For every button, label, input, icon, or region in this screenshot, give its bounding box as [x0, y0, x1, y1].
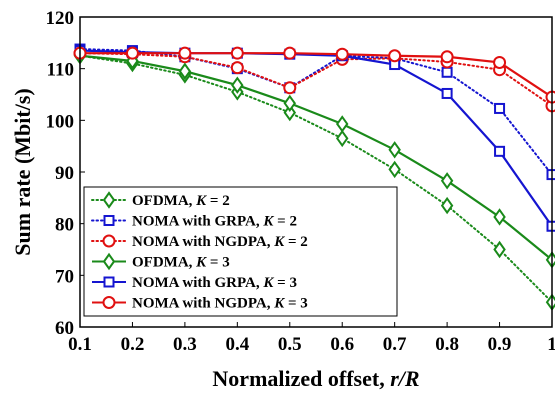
- data-point: [494, 102, 506, 114]
- legend-marker: [102, 191, 116, 209]
- y-tick-label: 90: [55, 163, 74, 184]
- data-point: [283, 103, 297, 122]
- x-tick-label: 0.1: [68, 334, 92, 355]
- data-point: [230, 61, 244, 75]
- data-point: [230, 46, 244, 60]
- legend-entry: NOMA with GRPA, K = 2: [91, 214, 297, 230]
- legend-marker: [103, 215, 115, 226]
- series-6: [73, 46, 555, 104]
- legend-label: NOMA with NGDPA, K = 2: [132, 234, 308, 250]
- legend-entry: NOMA with NGDPA, K = 3: [92, 296, 308, 312]
- chart-marks: [73, 43, 555, 311]
- data-point: [388, 160, 401, 179]
- x-axis-ticks: 0.1 0.2 0.3 0.4 0.5 0.6 0.7 0.8 0.9 1: [68, 322, 555, 355]
- x-tick-label: 0.7: [383, 334, 407, 355]
- data-point: [125, 46, 139, 60]
- data-point: [545, 293, 555, 311]
- legend-marker: [102, 252, 116, 271]
- legend-label: OFDMA, K = 2: [132, 193, 230, 209]
- data-point: [493, 208, 506, 226]
- x-tick-label: 0.6: [330, 334, 354, 355]
- legend-label: OFDMA, K = 3: [132, 255, 230, 271]
- x-tick-label: 0.3: [173, 334, 197, 355]
- data-point: [283, 94, 297, 113]
- data-point: [178, 62, 192, 80]
- y-tick-label: 120: [46, 8, 75, 29]
- data-point: [388, 49, 402, 63]
- data-point: [335, 115, 349, 133]
- series-3: [73, 46, 555, 113]
- data-point: [440, 196, 454, 215]
- data-point: [493, 240, 506, 259]
- legend-label: NOMA with GRPA, K = 2: [132, 214, 297, 230]
- x-tick-label: 0.5: [278, 334, 302, 355]
- y-axis-ticks: 60 70 80 90 100 110 120: [46, 8, 85, 339]
- data-point: [283, 46, 297, 60]
- data-point: [440, 172, 454, 190]
- y-tick-label: 80: [55, 215, 74, 236]
- x-tick-label: 0.4: [225, 334, 249, 355]
- legend-marker: [102, 234, 116, 248]
- legend-box: [83, 186, 398, 317]
- data-point: [335, 129, 349, 148]
- y-tick-label: 60: [55, 318, 74, 339]
- series-line: [80, 52, 553, 99]
- data-point: [231, 76, 244, 94]
- legend-marker: [102, 296, 116, 309]
- x-tick-label: 0.8: [435, 334, 459, 355]
- legend-label: NOMA with GRPA, K = 3: [132, 275, 297, 291]
- x-tick-label: 0.2: [121, 334, 145, 355]
- series-line: [79, 54, 553, 304]
- y-tick-label: 100: [46, 111, 75, 132]
- data-point: [388, 141, 401, 159]
- series-1: [73, 47, 555, 311]
- y-tick-label: 70: [55, 266, 74, 287]
- data-point: [494, 145, 506, 157]
- data-point: [545, 90, 555, 104]
- legend-label: NOMA with NGDPA, K = 3: [132, 296, 308, 312]
- legend-marker: [103, 276, 115, 288]
- x-axis-label: Normalized offset, r/R: [212, 366, 419, 391]
- series-line: [79, 52, 553, 107]
- legend-entry: OFDMA, K = 3: [92, 252, 230, 271]
- legend-entry: NOMA with GRPA, K = 3: [92, 275, 297, 291]
- y-tick-label: 110: [47, 60, 74, 81]
- data-point: [335, 47, 349, 61]
- data-point: [493, 55, 507, 69]
- data-point: [441, 87, 453, 99]
- x-tick-label: 1: [547, 334, 555, 355]
- legend-entry: NOMA with NGDPA, K = 2: [91, 234, 308, 250]
- data-point: [178, 46, 192, 60]
- data-point: [441, 66, 453, 78]
- data-point: [440, 50, 454, 64]
- legend-entry: OFDMA, K = 2: [91, 191, 230, 209]
- legend: OFDMA, K = 2 NOMA with GRPA, K = 2 NOMA wi…: [83, 186, 398, 317]
- y-axis-label: Sum rate (Mbit/s): [10, 88, 35, 255]
- data-point: [545, 251, 555, 269]
- series-line: [79, 54, 553, 261]
- x-tick-label: 0.9: [488, 334, 512, 355]
- data-point: [283, 81, 297, 95]
